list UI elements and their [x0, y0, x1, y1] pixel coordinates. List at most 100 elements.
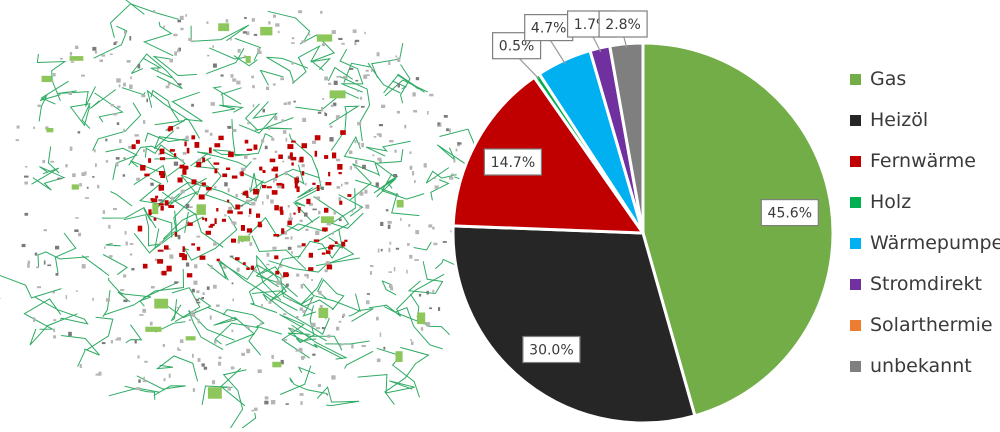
map-building	[116, 122, 120, 125]
map-building	[354, 165, 357, 169]
map-building	[97, 184, 100, 189]
map-building	[434, 185, 439, 189]
map-building	[366, 300, 370, 305]
data-label-fernwaerme: 14.7%	[483, 148, 542, 176]
map-building-district-heating	[328, 246, 333, 250]
map-building	[365, 69, 369, 72]
map-building	[423, 163, 427, 168]
map-building	[174, 51, 178, 56]
map-building-district-heating	[244, 139, 249, 144]
map-building	[241, 352, 245, 356]
map-street	[357, 374, 415, 394]
map-building-district-heating	[326, 264, 333, 270]
map-building-district-heating	[198, 194, 205, 200]
map-street	[299, 34, 336, 70]
map-building-district-heating	[158, 203, 164, 206]
map-building	[291, 251, 293, 254]
map-street	[374, 149, 404, 177]
map-building	[376, 316, 379, 321]
map-building	[123, 274, 127, 278]
map-building	[105, 138, 108, 142]
map-street	[233, 55, 258, 67]
map-building-district-heating	[246, 228, 253, 233]
legend-item-holz: Holz	[850, 191, 911, 213]
map-street	[255, 263, 313, 311]
map-building	[220, 74, 224, 77]
map-building	[190, 311, 194, 316]
map-building	[298, 160, 301, 163]
map-building	[259, 322, 262, 326]
map-building-district-heating	[338, 172, 342, 175]
map-street	[338, 194, 364, 217]
map-street	[365, 140, 411, 157]
map-building-district-heating	[253, 189, 259, 195]
map-street	[23, 298, 62, 330]
map-building	[144, 360, 148, 363]
map-building	[139, 314, 144, 316]
map-building	[355, 159, 358, 164]
map-building	[52, 291, 55, 294]
map-building-district-heating	[191, 243, 195, 246]
map-building-district-heating	[273, 234, 280, 237]
legend-item-solarthermie: Solarthermie	[850, 314, 993, 336]
map-building	[37, 104, 41, 107]
map-building	[261, 303, 263, 309]
map-building	[264, 400, 269, 405]
map-building-district-heating	[256, 213, 261, 218]
map-building	[381, 104, 386, 108]
map-building-district-heating	[164, 245, 169, 250]
map-building	[105, 298, 111, 302]
map-building	[33, 126, 35, 130]
map-building-district-heating	[298, 207, 301, 213]
map-building	[363, 74, 368, 79]
map-street	[348, 308, 374, 322]
map-building	[283, 338, 288, 341]
map-building	[114, 41, 118, 43]
map-building	[333, 211, 337, 215]
map-building	[338, 37, 343, 40]
map-building	[116, 337, 121, 341]
map-building	[268, 21, 271, 25]
map-street	[108, 277, 126, 299]
map-building	[239, 204, 244, 207]
map-building	[142, 380, 148, 383]
map-building	[138, 379, 141, 383]
map-building	[357, 122, 362, 126]
map-street	[384, 79, 428, 97]
map-building-district-heating	[148, 209, 152, 216]
map-building	[69, 146, 73, 151]
map-building-district-heating	[174, 153, 177, 157]
map-building	[230, 366, 235, 370]
map-building	[352, 29, 357, 33]
map-street	[123, 214, 159, 247]
map-street	[212, 149, 250, 156]
map-green-area	[207, 387, 222, 399]
map-street	[212, 104, 245, 114]
map-building	[110, 104, 115, 107]
pie-slices	[451, 41, 835, 425]
map-building	[146, 98, 148, 103]
map-building	[252, 85, 255, 89]
map-street	[222, 369, 247, 430]
map-building	[279, 265, 283, 268]
map-building-district-heating	[186, 273, 193, 278]
map-building-district-heating	[135, 139, 140, 144]
map-building-district-heating	[267, 186, 272, 189]
map-building	[442, 241, 447, 243]
map-building	[169, 254, 174, 259]
map-building	[266, 194, 269, 200]
legend-item-heizoel: Heizöl	[850, 109, 928, 131]
map-building-district-heating	[168, 126, 174, 131]
map-building	[25, 166, 28, 168]
map-building	[288, 217, 293, 221]
map-building	[312, 353, 316, 356]
map-street	[344, 350, 374, 369]
map-building	[149, 321, 153, 326]
map-building-district-heating	[301, 171, 305, 176]
map-building	[125, 241, 128, 246]
map-building	[283, 102, 287, 105]
map-building	[380, 248, 383, 252]
legend-swatch	[850, 197, 861, 208]
map-building	[274, 150, 278, 154]
map-building	[93, 149, 96, 153]
